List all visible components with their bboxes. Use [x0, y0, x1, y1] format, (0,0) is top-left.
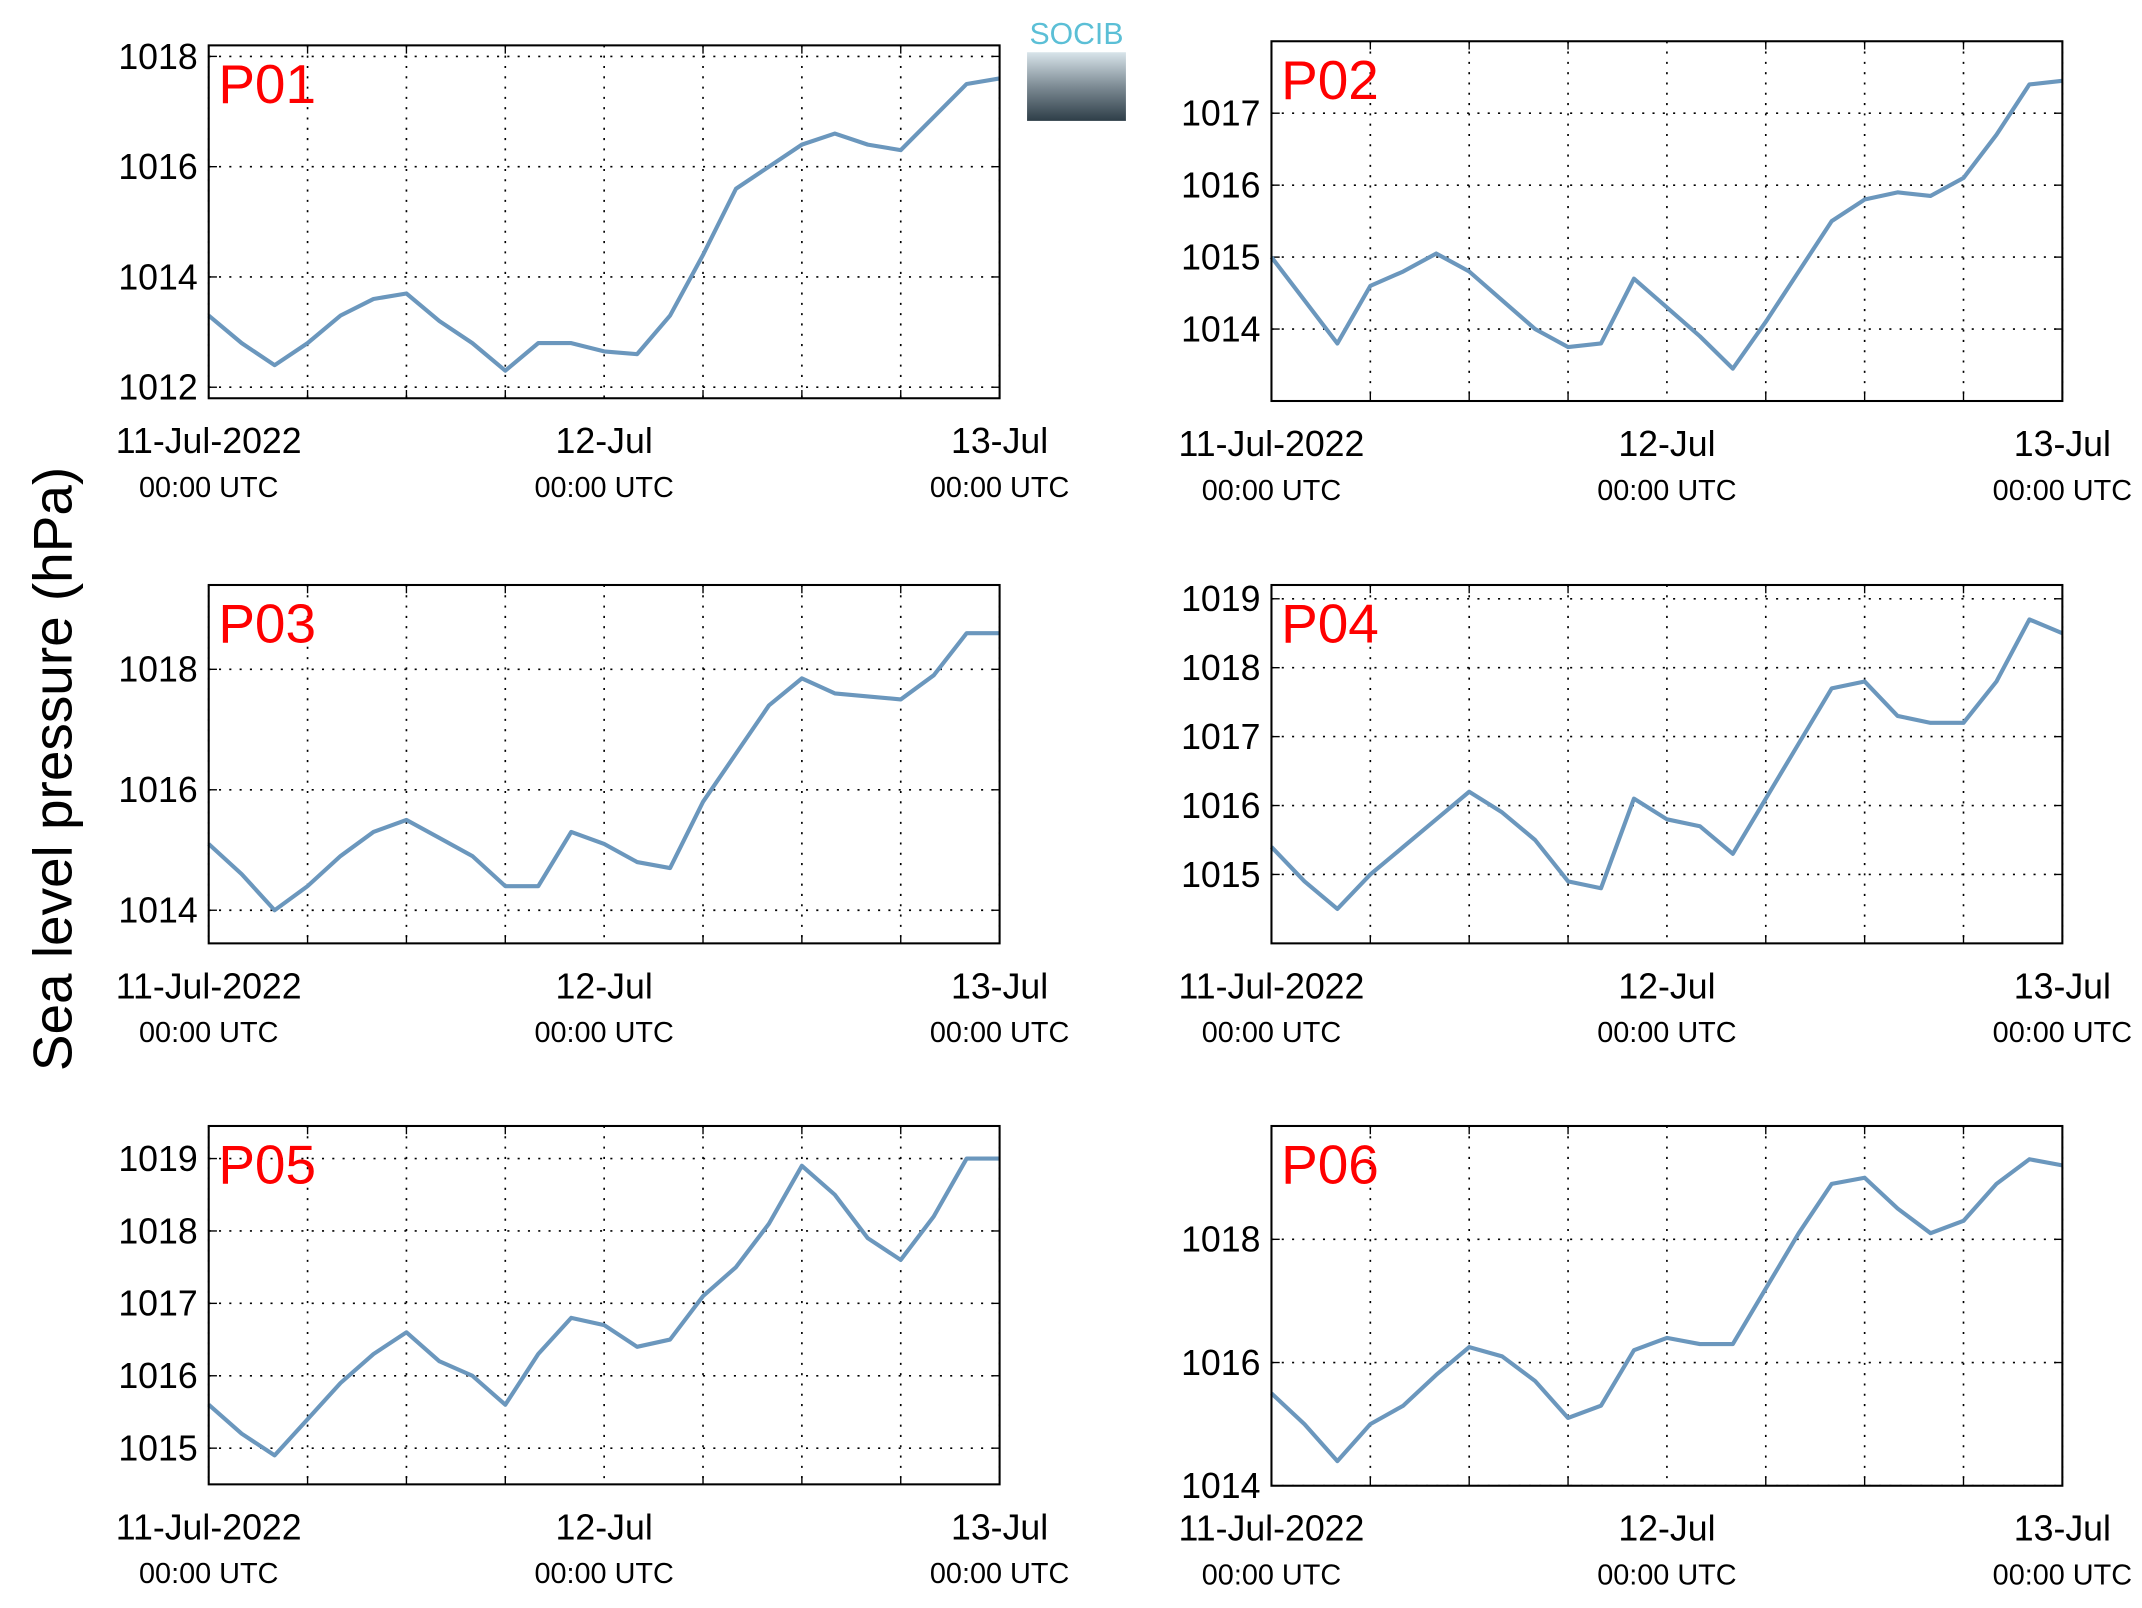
x-tick-sublabel: 00:00 UTC	[1202, 475, 1341, 507]
y-tick-label: 1016	[1181, 786, 1260, 826]
x-tick-label: 13-Jul	[951, 966, 1048, 1006]
x-tick-sublabel: 00:00 UTC	[534, 1017, 673, 1049]
y-tick-label: 1019	[118, 1139, 197, 1179]
y-tick-label: 1017	[118, 1284, 197, 1324]
y-tick-label: 1016	[1181, 1343, 1260, 1383]
y-tick-label: 1014	[118, 257, 197, 297]
x-tick-sublabel: 00:00 UTC	[930, 1558, 1069, 1590]
x-tick-sublabel: 00:00 UTC	[1993, 1560, 2132, 1592]
x-tick-label: 11-Jul-2022	[116, 421, 302, 461]
y-tick-label: 1016	[118, 147, 197, 187]
y-tick-label: 1019	[1181, 579, 1260, 619]
y-tick-label: 1016	[118, 770, 197, 810]
x-tick-sublabel: 00:00 UTC	[534, 472, 673, 504]
x-tick-sublabel: 00:00 UTC	[1597, 1560, 1736, 1592]
panel-title: P02	[1281, 49, 1379, 111]
y-tick-label: 1015	[1181, 237, 1260, 277]
logo: SOCIB	[1027, 18, 1126, 121]
x-tick-sublabel: 00:00 UTC	[1993, 1017, 2132, 1049]
x-tick-label: 11-Jul-2022	[1179, 966, 1365, 1006]
x-tick-label: 13-Jul	[2014, 966, 2111, 1006]
y-tick-label: 1015	[118, 1429, 197, 1469]
y-tick-label: 1018	[1181, 648, 1260, 688]
y-tick-label: 1018	[118, 650, 197, 690]
subplot: 1015 1016 1017 1018 1019 11-Jul-2022 00:00 UTC…	[116, 1124, 1069, 1590]
y-tick-label: 1014	[118, 891, 197, 931]
x-tick-label: 13-Jul	[2014, 1509, 2111, 1549]
plot-frame	[1270, 583, 2064, 945]
plot-frame	[207, 44, 1001, 400]
data-line	[1269, 78, 2063, 371]
subplot: 1014 1016 1018 11-Jul-2022 00:00 UTC 12-Jul 00…	[1179, 1124, 2132, 1592]
x-tick-label: 12-Jul	[556, 421, 653, 461]
y-tick-label: 1017	[1181, 94, 1260, 134]
x-tick-label: 11-Jul-2022	[1179, 424, 1365, 464]
x-tick-sublabel: 00:00 UTC	[139, 1558, 278, 1590]
y-tick-label: 1015	[1181, 855, 1260, 895]
y-tick-label: 1017	[1181, 717, 1260, 757]
y-tick-label: 1014	[1181, 309, 1260, 349]
x-tick-label: 12-Jul	[556, 966, 653, 1006]
x-tick-sublabel: 00:00 UTC	[930, 472, 1069, 504]
data-line	[207, 631, 1000, 913]
x-tick-sublabel: 00:00 UTC	[1597, 475, 1736, 507]
subplot: 1015 1016 1017 1018 1019 11-Jul-2022 00:00 UTC…	[1179, 579, 2133, 1049]
plot-frame	[207, 583, 1001, 945]
x-tick-label: 12-Jul	[556, 1507, 653, 1547]
data-line	[1269, 617, 2064, 911]
x-tick-label: 13-Jul	[2014, 424, 2111, 464]
x-tick-label: 11-Jul-2022	[116, 1507, 302, 1547]
panel-title: P03	[218, 593, 316, 655]
subplot: 1014 1015 1016 1017 11-Jul-2022 00:00 UTC 12-J…	[1179, 40, 2132, 507]
x-tick-sublabel: 00:00 UTC	[139, 472, 278, 504]
x-tick-label: 13-Jul	[951, 421, 1048, 461]
x-tick-sublabel: 00:00 UTC	[534, 1558, 673, 1590]
panel-title: P04	[1281, 593, 1379, 655]
x-tick-sublabel: 00:00 UTC	[1993, 475, 2132, 507]
x-tick-sublabel: 00:00 UTC	[1202, 1017, 1341, 1049]
logo-text: SOCIB	[1030, 18, 1124, 51]
y-tick-label: 1012	[118, 368, 197, 408]
x-tick-label: 12-Jul	[1618, 966, 1715, 1006]
y-tick-label: 1018	[1181, 1220, 1260, 1260]
x-tick-label: 13-Jul	[951, 1507, 1048, 1547]
x-tick-label: 11-Jul-2022	[116, 966, 302, 1006]
x-tick-label: 12-Jul	[1618, 1509, 1715, 1549]
x-tick-sublabel: 00:00 UTC	[1202, 1560, 1341, 1592]
y-axis-label: Sea level pressure (hPa)	[21, 467, 83, 1071]
y-tick-label: 1018	[118, 37, 197, 77]
panel-title: P06	[1281, 1134, 1379, 1196]
data-line	[207, 76, 1000, 373]
x-tick-label: 12-Jul	[1618, 424, 1715, 464]
data-line	[1270, 1157, 2063, 1464]
plot-frame	[1270, 1124, 2064, 1487]
plot-frame	[1270, 40, 2064, 403]
y-tick-label: 1016	[118, 1356, 197, 1396]
y-tick-label: 1016	[1181, 166, 1260, 206]
panel-title: P01	[218, 53, 316, 115]
y-tick-label: 1014	[1181, 1466, 1260, 1506]
x-tick-label: 11-Jul-2022	[1179, 1509, 1365, 1549]
panel-title: P05	[218, 1134, 316, 1196]
subplot: 1012 1014 1016 1018 11-Jul-2022 00:00 UTC 12-J…	[116, 37, 1070, 504]
x-tick-sublabel: 00:00 UTC	[139, 1017, 278, 1049]
logo-image	[1027, 52, 1126, 121]
plot-frame	[207, 1124, 1001, 1486]
data-line	[207, 1156, 1000, 1458]
x-tick-sublabel: 00:00 UTC	[1597, 1017, 1736, 1049]
subplot: 1014 1016 1018 11-Jul-2022 00:00 UTC 12-Jul 00…	[116, 583, 1069, 1049]
y-tick-label: 1018	[118, 1211, 197, 1251]
x-tick-sublabel: 00:00 UTC	[930, 1017, 1069, 1049]
